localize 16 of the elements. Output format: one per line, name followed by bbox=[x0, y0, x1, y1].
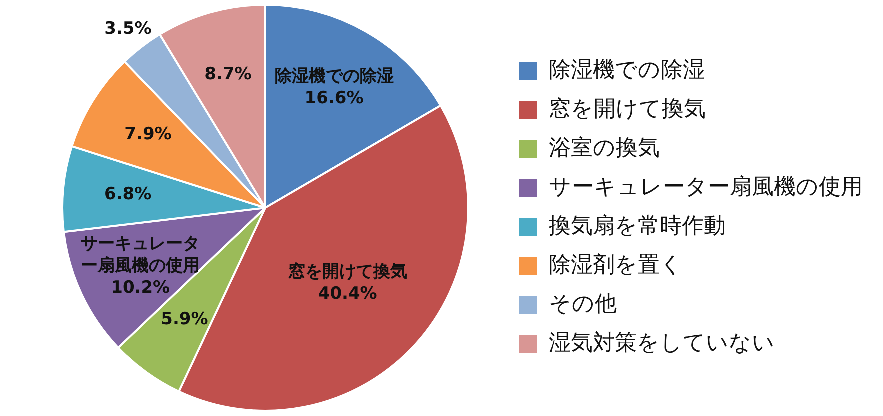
data-label: 5.9% bbox=[161, 309, 208, 330]
data-label: 8.7% bbox=[204, 64, 252, 85]
legend-label: その他 bbox=[549, 292, 617, 318]
legend-label: 窓を開けて換気 bbox=[549, 97, 706, 122]
legend-label: 浴室の換気 bbox=[549, 136, 660, 162]
data-label: 除湿機での除湿16.6% bbox=[274, 66, 394, 109]
data-label: サーキュレーター扇風機の使用10.2% bbox=[81, 234, 200, 298]
legend-label: 換気扇を常時作動 bbox=[549, 214, 726, 240]
legend-label: 除湿剤を置く bbox=[549, 253, 683, 278]
data-label: 6.8% bbox=[104, 184, 152, 204]
legend-label: 湿気対策をしていない bbox=[549, 331, 775, 356]
legend-label: 除湿機での除湿 bbox=[549, 58, 705, 84]
data-label: 3.5% bbox=[104, 19, 152, 40]
legend-label: サーキュレーター扇風機の使用 bbox=[549, 175, 863, 200]
data-label: 窓を開けて換気40.4% bbox=[288, 262, 408, 304]
data-label: 7.9% bbox=[124, 124, 172, 145]
